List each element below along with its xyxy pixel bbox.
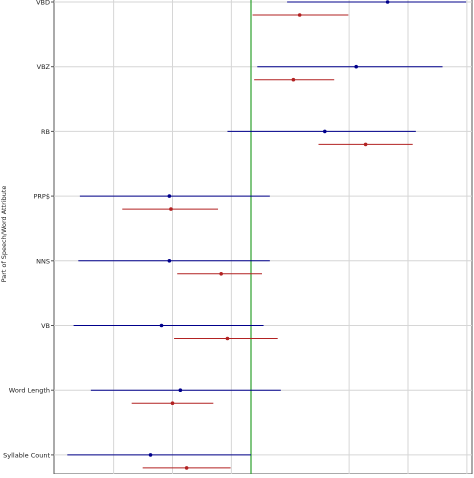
point-estimate bbox=[167, 259, 172, 263]
y-tick-label: Word Length bbox=[9, 387, 50, 395]
point-estimate bbox=[385, 0, 390, 4]
point-estimate bbox=[297, 13, 302, 17]
point-estimate bbox=[184, 466, 189, 470]
point-estimate bbox=[159, 323, 164, 328]
point-estimate bbox=[219, 272, 223, 276]
point-estimate bbox=[169, 207, 173, 211]
y-tick-label: VBD bbox=[36, 0, 50, 7]
y-tick-label: Syllable Count bbox=[3, 451, 50, 459]
point-estimate bbox=[363, 142, 368, 147]
y-tick-label: NNS bbox=[36, 257, 50, 265]
point-estimate bbox=[354, 64, 358, 69]
point-estimate bbox=[291, 77, 296, 82]
point-estimate bbox=[170, 401, 175, 406]
y-tick-label: VB bbox=[41, 322, 50, 330]
point-estimate bbox=[167, 194, 172, 198]
y-axis-label: Part of Speech/Word Attribute bbox=[0, 186, 8, 283]
point-estimate bbox=[322, 129, 327, 134]
plot-area bbox=[53, 0, 473, 475]
point-estimate bbox=[148, 453, 153, 457]
point-estimate bbox=[225, 336, 230, 341]
y-tick-label: PRP$ bbox=[34, 193, 51, 201]
point-estimate bbox=[178, 388, 183, 393]
y-tick-label: VBZ bbox=[37, 63, 51, 71]
y-tick-label: RB bbox=[41, 128, 50, 136]
